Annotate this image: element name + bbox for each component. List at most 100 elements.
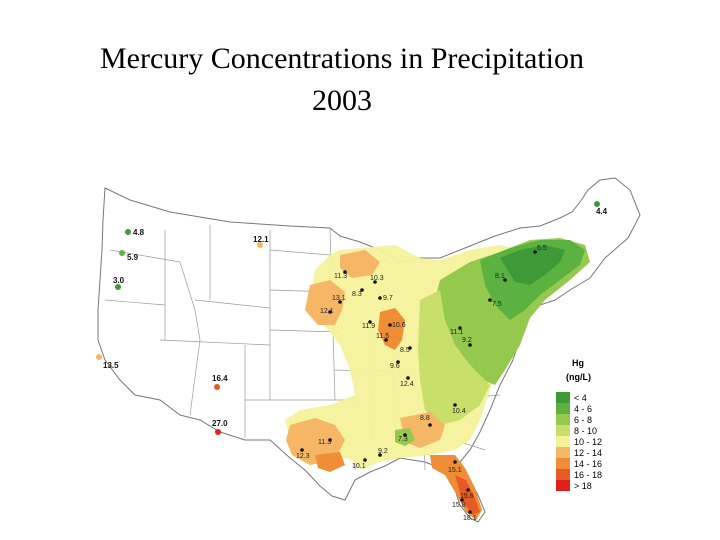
- site-label: 8.5: [400, 347, 410, 354]
- site-dot: [373, 280, 377, 284]
- site-dot: [388, 323, 392, 327]
- legend-label: 8 - 10: [574, 426, 597, 436]
- site-label: 15.1: [448, 467, 462, 474]
- site-label: 10.4: [452, 408, 466, 415]
- map-title: Mercury Concentrations in Precipitation: [99, 42, 585, 75]
- legend-label: > 18: [574, 481, 592, 491]
- legend-label: < 4: [574, 393, 587, 403]
- site-marker: [215, 429, 221, 435]
- site-value: 13.5: [103, 361, 119, 370]
- site-label: 10.1: [352, 463, 366, 470]
- site-value: 16.4: [212, 374, 228, 383]
- map-year: 2003: [312, 84, 372, 117]
- site-label: 9.7: [383, 295, 393, 302]
- site-dot: [468, 343, 472, 347]
- site-marker: [119, 250, 125, 256]
- western-site-markers: 4.8 5.9 3.0 12.1 13.5 16.4 27.0 4.4: [96, 201, 608, 435]
- site-dot: [468, 510, 472, 514]
- site-label: 9.6: [390, 363, 400, 370]
- site-dot: [533, 250, 537, 254]
- site-dot: [488, 298, 492, 302]
- site-dot: [338, 300, 342, 304]
- site-dot: [408, 346, 412, 350]
- site-dot: [343, 270, 347, 274]
- site-marker: [115, 284, 121, 290]
- site-dot: [406, 376, 410, 380]
- legend-label: 16 - 18: [574, 470, 602, 480]
- site-dot: [363, 458, 367, 462]
- site-label: 6.5: [537, 245, 547, 252]
- site-value: 5.9: [127, 253, 139, 262]
- legend-swatch: [556, 480, 570, 491]
- legend-swatch: [556, 425, 570, 436]
- site-dot: [328, 310, 332, 314]
- legend-swatch: [556, 447, 570, 458]
- site-dot: [503, 278, 507, 282]
- concentration-contours: [285, 238, 590, 520]
- site-dot: [378, 296, 382, 300]
- site-label: 10.6: [392, 322, 406, 329]
- site-marker: [214, 384, 220, 390]
- site-value: 12.1: [253, 235, 269, 244]
- legend-swatch: [556, 392, 570, 403]
- site-marker: [594, 201, 600, 207]
- legend-label: 10 - 12: [574, 437, 602, 447]
- site-dot: [378, 453, 382, 457]
- site-label: 11.3: [318, 439, 331, 446]
- legend-swatch: [556, 469, 570, 480]
- site-marker: [96, 354, 102, 360]
- site-value: 4.4: [596, 207, 608, 216]
- site-label: 11.9: [362, 323, 375, 330]
- legend-swatch: [556, 436, 570, 447]
- site-dot: [396, 360, 400, 364]
- site-label: 7.5: [492, 301, 502, 308]
- site-label: 11.5: [376, 333, 389, 340]
- legend-units: (ng/L): [566, 372, 591, 382]
- site-label: 13.1: [332, 295, 346, 302]
- site-dot: [466, 488, 470, 492]
- site-marker: [257, 242, 263, 248]
- site-label: 12.1: [320, 308, 334, 315]
- site-dot: [460, 498, 464, 502]
- legend-label: 4 - 6: [574, 404, 592, 414]
- site-label: 8.1: [495, 273, 505, 280]
- site-value: 3.0: [113, 276, 125, 285]
- site-marker: [125, 229, 131, 235]
- legend-label: 14 - 16: [574, 459, 602, 469]
- site-label: 15.8: [452, 502, 466, 509]
- site-dot: [384, 338, 388, 342]
- site-label: 12.3: [296, 453, 310, 460]
- site-dot: [428, 423, 432, 427]
- site-dot: [458, 326, 462, 330]
- site-dot: [368, 320, 372, 324]
- site-label: 18.1: [463, 515, 477, 522]
- site-dot: [453, 403, 457, 407]
- site-value: 4.8: [133, 228, 145, 237]
- site-value: 27.0: [212, 419, 228, 428]
- site-label: 12.4: [400, 381, 414, 388]
- site-label: 9.2: [462, 337, 472, 344]
- legend-swatch: [556, 414, 570, 425]
- site-label: 11.1: [450, 329, 463, 336]
- site-label: 11.3: [334, 273, 347, 280]
- site-dot: [328, 438, 332, 442]
- site-dot: [360, 288, 364, 292]
- legend-swatch: [556, 458, 570, 469]
- site-label: 10.3: [370, 275, 384, 282]
- eastern-site-markers: 11.3 8.3 13.1 12.1 10.3 9.7 11.9 10.6 11…: [296, 245, 547, 522]
- site-dot: [300, 448, 304, 452]
- site-label: 8.8: [420, 415, 430, 422]
- site-label: 8.3: [352, 291, 362, 298]
- site-dot: [453, 460, 457, 464]
- site-label: 15.6: [460, 493, 474, 500]
- legend-label: 12 - 14: [574, 448, 602, 458]
- legend-label: 6 - 8: [574, 415, 592, 425]
- site-label: 7.3: [398, 436, 408, 443]
- legend-swatch: [556, 403, 570, 414]
- site-dot: [403, 433, 407, 437]
- site-label: 9.2: [378, 448, 388, 455]
- legend-title: Hg: [572, 358, 584, 368]
